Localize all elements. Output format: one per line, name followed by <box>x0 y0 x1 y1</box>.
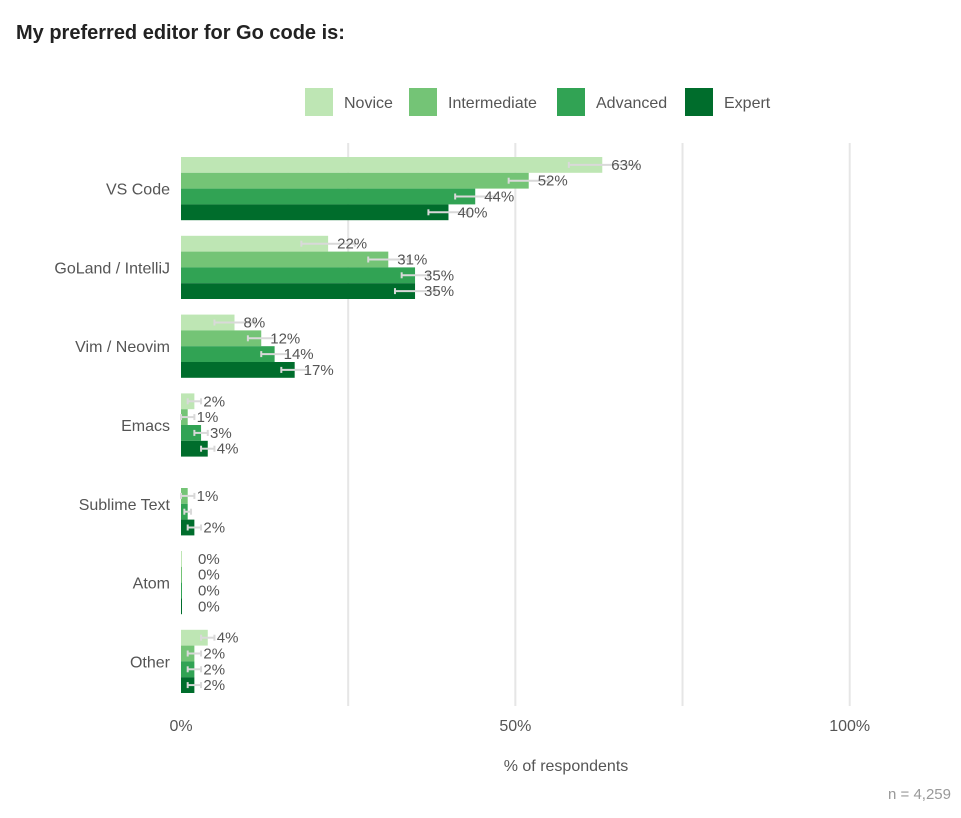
data-label: 2% <box>203 646 225 663</box>
bar-novice <box>181 629 208 646</box>
error-bar <box>427 209 470 216</box>
data-label: 35% <box>424 267 454 284</box>
data-label: 1% <box>197 409 219 426</box>
bar-advanced <box>181 425 202 441</box>
bar-expert <box>181 362 295 378</box>
legend-key-intermediate <box>409 88 437 116</box>
error-bar <box>367 256 410 263</box>
chart-title: My preferred editor for Go code is: <box>16 22 345 44</box>
error-bar <box>567 161 637 168</box>
x-axis-ticks: 0% 50% 100% <box>169 718 870 735</box>
bar-novice <box>181 551 182 567</box>
data-label: 17% <box>304 362 334 379</box>
bar-novice <box>181 235 329 252</box>
error-bar <box>186 682 203 689</box>
error-bar <box>183 508 193 515</box>
data-label: 31% <box>397 252 427 269</box>
data-label: 0% <box>198 583 220 600</box>
bar-intermediate <box>181 172 529 189</box>
data-label: 8% <box>243 315 265 332</box>
legend-label-expert: Expert <box>724 95 771 112</box>
legend-key-advanced <box>557 88 585 116</box>
bar-intermediate <box>181 566 182 583</box>
gridlines <box>347 143 851 706</box>
category-label: GoLand / IntelliJ <box>54 260 170 277</box>
error-bar <box>246 335 276 342</box>
bar-intermediate <box>181 330 262 347</box>
data-label: 12% <box>270 330 300 347</box>
bar-advanced <box>181 267 416 284</box>
error-bar <box>180 492 196 499</box>
category-label: Emacs <box>121 418 170 435</box>
value-labels: 63%52%44%40%22%31%35%35%8%12%14%17%2%1%3… <box>197 157 642 694</box>
data-label: 44% <box>484 189 514 206</box>
sample-size-note: n = 4,259 <box>888 786 951 803</box>
legend-label-advanced: Advanced <box>596 95 667 112</box>
error-bar <box>260 351 289 358</box>
data-label: 4% <box>217 441 239 458</box>
error-bar <box>180 414 196 421</box>
category-label: VS Code <box>106 182 170 199</box>
error-bar <box>186 666 203 673</box>
data-label: 2% <box>203 520 225 537</box>
category-labels: VS Code GoLand / IntelliJ Vim / Neovim Emac… <box>54 182 170 672</box>
data-label: 14% <box>284 346 314 363</box>
bars <box>181 157 603 693</box>
error-bars <box>180 161 637 689</box>
error-bar <box>213 319 256 326</box>
x-axis-label: % of respondents <box>504 758 629 775</box>
data-label: 22% <box>337 236 367 253</box>
legend-label-intermediate: Intermediate <box>448 95 537 112</box>
error-bar <box>400 272 430 279</box>
bar-novice <box>181 157 603 173</box>
bar-advanced <box>181 346 275 362</box>
error-bar <box>507 177 550 184</box>
data-label: 0% <box>198 551 220 568</box>
data-label: 2% <box>203 661 225 678</box>
error-bar <box>186 524 203 531</box>
bar-intermediate <box>181 251 389 268</box>
bar-advanced <box>181 582 182 599</box>
error-bar <box>200 445 216 452</box>
legend-key-expert <box>685 88 713 116</box>
bar-expert <box>181 204 449 221</box>
data-label: 63% <box>611 157 641 174</box>
data-label: 4% <box>217 630 239 647</box>
error-bar <box>193 429 209 436</box>
error-bar <box>393 288 437 295</box>
bar-advanced <box>181 188 476 205</box>
error-bar <box>200 634 216 641</box>
bar-expert <box>181 598 182 615</box>
bar-novice <box>181 314 235 331</box>
bar-expert <box>181 283 416 299</box>
data-label: 0% <box>198 598 220 615</box>
error-bar <box>186 398 203 405</box>
category-label: Other <box>130 654 171 671</box>
category-label: Sublime Text <box>79 497 171 514</box>
data-label: 2% <box>203 393 225 410</box>
error-bar <box>280 366 310 373</box>
data-label: 2% <box>203 677 225 694</box>
legend-label-novice: Novice <box>344 95 393 112</box>
category-label: Atom <box>133 576 170 593</box>
data-label: 0% <box>198 567 220 584</box>
data-label: 1% <box>197 488 219 505</box>
data-label: 40% <box>457 204 487 221</box>
error-bar <box>454 193 497 200</box>
data-label: 3% <box>210 425 232 442</box>
data-label: 35% <box>424 283 454 300</box>
x-tick-label: 0% <box>169 718 192 735</box>
legend: Novice Intermediate Advanced Expert <box>305 88 771 116</box>
legend-key-novice <box>305 88 333 116</box>
data-label: 52% <box>538 173 568 190</box>
category-label: Vim / Neovim <box>75 339 170 356</box>
error-bar <box>186 650 203 657</box>
bar-expert <box>181 440 208 457</box>
x-tick-label: 100% <box>829 718 870 735</box>
error-bar <box>300 240 356 247</box>
x-tick-label: 50% <box>499 718 531 735</box>
